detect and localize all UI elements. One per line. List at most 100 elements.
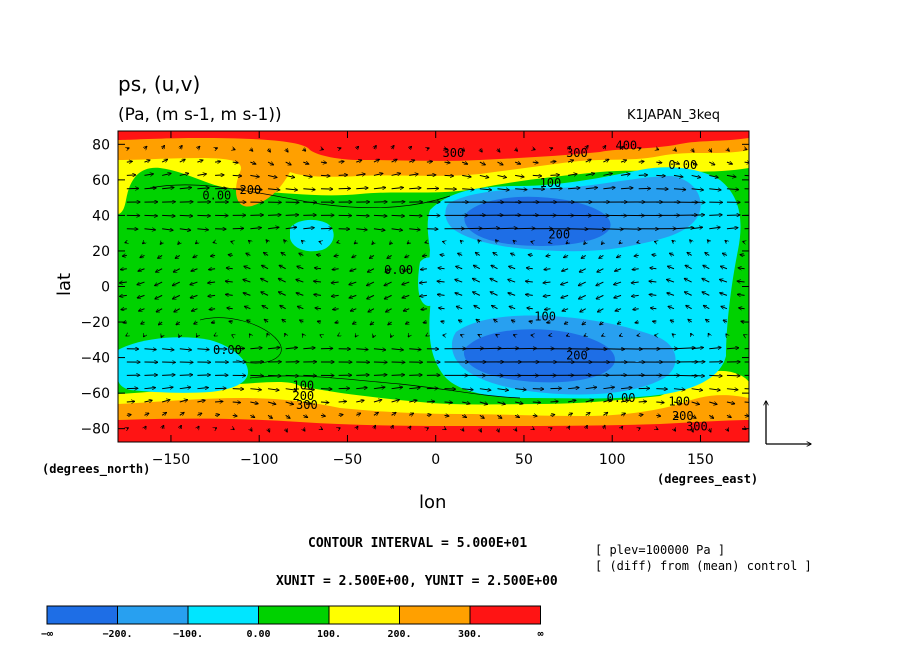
wind-vector [350,309,357,311]
contour-label: 200 [566,348,588,362]
wind-vector [267,333,268,335]
wind-vector [547,322,551,323]
wind-vector [373,229,385,231]
wind-vector [384,281,392,286]
wind-vector [705,252,710,255]
wind-vector [303,429,305,432]
wind-vector [299,253,304,255]
band-darkblue-south [463,329,615,383]
wind-vector [368,308,375,312]
wind-vector [585,412,590,415]
wind-vector [268,149,270,152]
contour-label: 300 [686,419,708,433]
wind-vector [515,389,526,390]
wind-vector [178,242,180,244]
wind-vector [515,175,524,177]
wind-vector [691,333,692,335]
wind-vector [232,335,233,336]
wind-vector [356,188,368,189]
wind-vector [620,188,633,189]
wind-vector [462,429,464,432]
wind-vector [585,400,594,402]
reference-vector [766,401,811,444]
contour-label: 100 [534,309,556,323]
wind-vector [158,255,163,258]
wind-vector [532,162,539,163]
colorbar-label: 100. [317,629,341,640]
wind-vector [709,389,720,391]
wind-vector [248,240,250,242]
wind-vector [280,305,286,310]
wind-vector [600,322,604,325]
contour-label: 0.00 [668,158,697,172]
wind-vector [493,252,498,255]
wind-vector [691,215,705,216]
wind-vector [528,255,533,256]
wind-vector [709,162,715,165]
wind-vector [544,269,551,270]
wind-vector [668,306,675,308]
wind-vector [338,335,339,336]
wind-vector [349,281,357,285]
wind-vector [338,401,347,402]
wind-vector [737,294,745,295]
wind-vector [214,415,219,416]
wind-vector [497,415,501,418]
wind-vector [194,322,198,324]
wind-vector [261,265,269,270]
wind-vector [673,228,694,229]
wind-vector [425,242,427,243]
wind-vector [423,322,427,323]
wind-vector [674,149,676,151]
wind-vector [391,215,405,216]
wind-vector [673,348,695,349]
wind-vector [620,174,630,176]
y-tick-label: −20 [80,315,110,331]
wind-vector [444,415,449,416]
wind-vector [196,335,197,337]
wind-vector [162,188,174,189]
wind-vector [250,429,252,432]
wind-vector [409,188,421,189]
wind-vector [561,281,569,285]
wind-vector [120,295,127,296]
wind-vector [191,269,198,272]
wind-vector [267,415,272,418]
wind-vector [638,161,645,162]
colorbar-label: −100. [173,629,203,640]
wind-vector [479,415,484,418]
wind-vector [685,265,692,270]
wind-vector [197,400,205,402]
wind-vector [550,175,559,176]
wind-vector [367,294,375,299]
wind-vector [225,294,233,295]
wind-vector [673,189,686,190]
contour-interval-text: CONTOUR INTERVAL = 5.000E+01 [308,536,527,551]
wind-vector [620,160,627,162]
wind-vector [548,242,550,243]
plev-note: [ plev=100000 Pa ] [595,543,725,557]
wind-vector [320,415,325,416]
x-tick-label: 150 [687,452,714,468]
wind-vector [462,175,471,177]
colorbar-swatch [469,605,541,625]
wind-vector [161,159,168,162]
wind-vector [264,319,268,322]
wind-vector [213,242,215,243]
wind-vector [175,255,181,258]
chart-title: ps, (u,v) [118,72,200,96]
wind-vector [639,148,641,149]
wind-vector [508,279,516,283]
wind-vector [403,309,410,311]
wind-vector [285,175,295,177]
wind-vector [179,412,184,415]
wind-vector [666,279,675,283]
wind-vector [739,308,745,309]
wind-vector [581,255,587,258]
wind-vector [515,189,527,190]
wind-vector [225,281,233,282]
wind-vector [297,266,304,269]
wind-vector [285,375,299,376]
wind-vector [285,227,297,229]
